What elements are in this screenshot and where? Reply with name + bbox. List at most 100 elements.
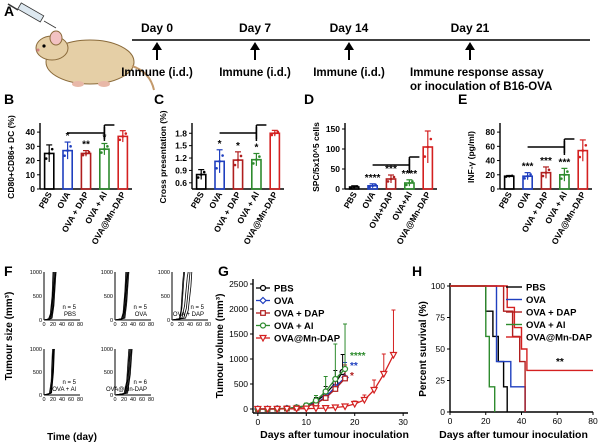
data-point xyxy=(270,133,274,137)
y-tick-label: 1000 xyxy=(30,270,42,276)
category-label: PBS xyxy=(189,190,207,210)
x-axis-label: Time (day) xyxy=(47,432,97,443)
category-label: PBS xyxy=(37,190,55,210)
x-tick-label: 60 xyxy=(196,322,202,328)
data-point xyxy=(100,151,103,154)
x-tick-label: 0 xyxy=(448,416,453,426)
legend-label: OVA xyxy=(526,295,546,306)
x-tick-label: 30 xyxy=(398,417,408,427)
data-point xyxy=(215,166,218,170)
x-tick-label: 60 xyxy=(553,416,563,426)
x-tick-label: 60 xyxy=(68,322,74,328)
x-tick-label: 20 xyxy=(50,322,56,328)
data-point xyxy=(510,174,514,178)
y-axis-label: Tumour volume (mm³) xyxy=(215,294,226,399)
x-tick-label: 0 xyxy=(113,322,116,328)
data-point xyxy=(236,158,240,162)
data-point xyxy=(282,405,291,414)
category-label: OVA xyxy=(55,190,73,210)
bar xyxy=(117,135,129,190)
timeline-event-label: Immune (i.d.) xyxy=(121,67,193,79)
x-tick-label: 0 xyxy=(42,322,45,328)
y-tick-label: 30 xyxy=(26,141,36,151)
category-label: OVA xyxy=(360,190,378,210)
bar xyxy=(503,175,515,190)
significance-label: ** xyxy=(556,357,564,368)
y-axis-label: Cross presentation (%) xyxy=(158,110,168,203)
x-tick-label: 20 xyxy=(178,322,184,328)
group-label: OVA + Al xyxy=(52,387,76,393)
x-tick-label: 40 xyxy=(187,322,193,328)
survival-curve xyxy=(450,285,526,412)
category-label: OVA xyxy=(207,190,225,210)
data-point xyxy=(255,158,258,161)
legend-label: OVA + DAP xyxy=(274,309,325,320)
x-tick-label: 0 xyxy=(170,322,173,328)
significance-label: * xyxy=(350,371,354,382)
data-point xyxy=(349,186,353,190)
data-point xyxy=(81,153,85,157)
data-point xyxy=(252,162,255,165)
y-tick-label: 0.6 xyxy=(175,178,187,188)
significance-label: * xyxy=(218,139,222,150)
data-point xyxy=(379,370,388,379)
significance-label: *** xyxy=(385,164,397,175)
mouse-illustration xyxy=(35,30,155,91)
y-tick-label: 0 xyxy=(110,318,113,324)
data-point xyxy=(276,130,280,134)
timeline-day-label: Day 0 xyxy=(141,21,173,35)
timeline-arrow-head xyxy=(250,42,260,50)
y-tick-label: 0 xyxy=(335,184,340,194)
comparison-bracket xyxy=(219,127,258,139)
legend-label: OVA xyxy=(274,296,294,307)
data-point xyxy=(342,375,348,382)
x-tick-label: 20 xyxy=(50,397,56,403)
y-tick-label: 75 xyxy=(436,313,446,323)
tumour-growth-curve xyxy=(171,271,193,321)
data-point xyxy=(423,155,427,158)
data-point xyxy=(221,154,224,157)
significance-label: * xyxy=(236,141,240,152)
panel-letter-c: C xyxy=(154,91,164,107)
bar xyxy=(80,152,92,190)
y-tick-label: 2000 xyxy=(229,304,248,314)
significance-label: **** xyxy=(402,169,418,180)
group-label: PBS xyxy=(64,312,76,318)
y-tick-label: 500 xyxy=(161,294,170,300)
y-tick-label: 0 xyxy=(30,184,35,194)
panel-letter-e: E xyxy=(458,91,467,107)
y-tick-label: 150 xyxy=(326,124,340,134)
significance-label: *** xyxy=(559,157,571,168)
y-tick-label: 0 xyxy=(243,404,248,414)
y-tick-label: 0 xyxy=(167,318,170,324)
y-tick-label: 0 xyxy=(39,318,42,324)
data-point xyxy=(371,184,374,188)
x-tick-label: 40 xyxy=(517,416,527,426)
data-point xyxy=(66,149,69,152)
y-tick-label: 500 xyxy=(234,379,248,389)
data-point xyxy=(504,175,508,178)
y-tick-label: 0 xyxy=(110,393,113,399)
legend-label: OVA + DAP xyxy=(526,308,577,319)
x-tick-label: 40 xyxy=(59,397,65,403)
y-tick-label: 0.9 xyxy=(175,165,187,175)
x-tick-label: 40 xyxy=(59,322,65,328)
x-tick-label: 60 xyxy=(139,322,145,328)
y-tick-label: 40 xyxy=(486,156,496,166)
data-point xyxy=(199,173,203,176)
y-axis-label: Percent survival (%) xyxy=(418,301,429,397)
y-axis-label: INF-γ (pg/ml) xyxy=(466,131,476,183)
y-axis-label: Tumour size (mm³) xyxy=(4,292,15,381)
significance-label: *** xyxy=(540,156,552,167)
data-point xyxy=(121,135,125,138)
y-tick-label: 10 xyxy=(26,170,36,180)
series-ova-mn-dap xyxy=(253,309,398,414)
data-point xyxy=(341,365,349,373)
data-point xyxy=(322,395,329,401)
